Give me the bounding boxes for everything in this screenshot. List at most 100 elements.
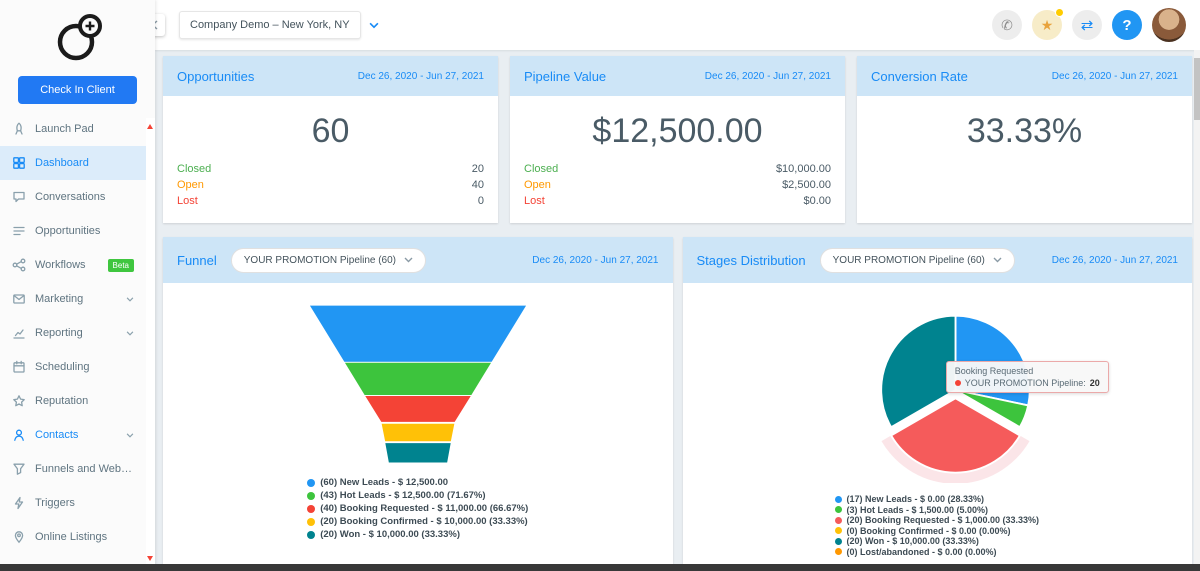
sidebar-item-conversations[interactable]: Conversations bbox=[0, 180, 146, 214]
location-pin-icon bbox=[14, 531, 24, 544]
legend-item[interactable]: (20) Booking Confirmed - $ 10,000.00 (33… bbox=[307, 515, 528, 528]
funnel-card: Funnel YOUR PROMOTION Pipeline (60) Dec … bbox=[163, 237, 673, 571]
pie-slice-won bbox=[880, 314, 957, 429]
card-title: Funnel bbox=[177, 252, 217, 268]
bottom-bar bbox=[0, 564, 1200, 571]
stat-value: $0.00 bbox=[803, 195, 831, 207]
stat-value: 20 bbox=[471, 163, 484, 175]
sidebar-item-label: Workflows bbox=[35, 259, 86, 271]
stat-label: Closed bbox=[524, 163, 559, 175]
phone-button[interactable]: ✆ bbox=[992, 10, 1022, 40]
lightning-icon bbox=[14, 496, 24, 510]
sidebar-item-launch-pad[interactable]: Launch Pad bbox=[0, 112, 146, 146]
legend-label: (20) Booking Requested - $ 1,000.00 (33.… bbox=[846, 515, 1040, 525]
stages-pipeline-selector[interactable]: YOUR PROMOTION Pipeline (60) bbox=[819, 247, 1015, 273]
stats-row: Opportunities Dec 26, 2020 - Jun 27, 202… bbox=[163, 56, 1192, 223]
legend-item[interactable]: (17) New Leads - $ 0.00 (28.33%) bbox=[835, 494, 1039, 505]
legend-label: (60) New Leads - $ 12,500.00 bbox=[320, 477, 449, 488]
sidebar-item-dashboard[interactable]: Dashboard bbox=[0, 146, 146, 180]
chevron-down-icon bbox=[126, 432, 134, 438]
card-header: Conversion Rate Dec 26, 2020 - Jun 27, 2… bbox=[857, 56, 1192, 96]
legend-item[interactable]: (0) Booking Confirmed - $ 0.00 (0.00%) bbox=[835, 526, 1039, 537]
chevron-down-icon bbox=[126, 296, 134, 302]
legend-item[interactable]: (43) Hot Leads - $ 12,500.00 (71.67%) bbox=[307, 489, 528, 502]
dashboard-content: Opportunities Dec 26, 2020 - Jun 27, 202… bbox=[155, 50, 1200, 571]
legend-item[interactable]: (20) Booking Requested - $ 1,000.00 (33.… bbox=[835, 515, 1039, 526]
list-icon bbox=[13, 226, 25, 236]
stat-label: Open bbox=[177, 179, 204, 191]
sidebar-item-contacts[interactable]: Contacts bbox=[0, 418, 146, 452]
funnel-chart[interactable] bbox=[298, 305, 538, 464]
scroll-up-arrow[interactable] bbox=[147, 124, 153, 129]
card-title: Opportunities bbox=[177, 68, 255, 84]
chevron-down-icon bbox=[126, 330, 134, 336]
star-icon bbox=[13, 395, 25, 407]
sidebar-item-label: Triggers bbox=[35, 497, 75, 509]
tooltip-series-dot bbox=[954, 380, 961, 386]
scroll-down-arrow[interactable] bbox=[147, 556, 153, 561]
stat-row-lost: Lost 0 bbox=[177, 193, 484, 209]
sidebar-scrollbar[interactable] bbox=[146, 118, 155, 571]
sidebar-item-reporting[interactable]: Reporting bbox=[0, 316, 146, 350]
workflow-nodes-icon bbox=[12, 258, 26, 272]
sidebar-item-label: Scheduling bbox=[35, 361, 90, 373]
legend-dot bbox=[307, 504, 316, 513]
tooltip-series-label: YOUR PROMOTION Pipeline: bbox=[964, 378, 1086, 388]
rocket-icon bbox=[15, 122, 23, 135]
sidebar-item-label: Launch Pad bbox=[35, 123, 94, 135]
sidebar-item-reputation[interactable]: Reputation bbox=[0, 384, 146, 418]
funnel-segment-new-leads bbox=[308, 305, 528, 363]
sidebar-item-marketing[interactable]: Marketing bbox=[0, 282, 146, 316]
check-in-client-button[interactable]: Check In Client bbox=[18, 76, 137, 104]
stages-legend: (17) New Leads - $ 0.00 (28.33%) (3) Hot… bbox=[835, 494, 1039, 557]
user-avatar[interactable] bbox=[1152, 8, 1186, 42]
sidebar-item-opportunities[interactable]: Opportunities bbox=[0, 214, 146, 248]
sidebar: Check In Client Launch Pad Dashboard Con… bbox=[0, 0, 155, 571]
funnel-pipeline-selector[interactable]: YOUR PROMOTION Pipeline (60) bbox=[230, 247, 427, 273]
page-scrollbar-thumb[interactable] bbox=[1194, 58, 1200, 120]
card-title: Stages Distribution bbox=[696, 252, 806, 268]
sidebar-item-workflows[interactable]: Workflows Beta bbox=[0, 248, 146, 282]
location-selector-chevron[interactable] bbox=[369, 22, 379, 29]
rewards-button[interactable]: ★ bbox=[1032, 8, 1064, 40]
chevron-down-icon bbox=[369, 22, 379, 28]
legend-item[interactable]: (60) New Leads - $ 12,500.00 bbox=[307, 476, 528, 489]
sidebar-item-scheduling[interactable]: Scheduling bbox=[0, 350, 146, 384]
legend-item[interactable]: (40) Booking Requested - $ 11,000.00 (66… bbox=[307, 502, 528, 515]
location-selector[interactable]: Company Demo – New York, NY bbox=[179, 11, 361, 39]
legend-label: (40) Booking Requested - $ 11,000.00 (66… bbox=[320, 503, 529, 514]
page-scrollbar[interactable] bbox=[1194, 50, 1200, 564]
card-header: Pipeline Value Dec 26, 2020 - Jun 27, 20… bbox=[510, 56, 845, 96]
legend-item[interactable]: (20) Won - $ 10,000.00 (33.33%) bbox=[307, 528, 528, 541]
conversion-rate-card: Conversion Rate Dec 26, 2020 - Jun 27, 2… bbox=[857, 56, 1192, 223]
tooltip-title: Booking Requested bbox=[954, 366, 1034, 376]
stat-row-open: Open 40 bbox=[177, 177, 484, 193]
notification-dot bbox=[1055, 8, 1064, 17]
sidebar-item-online-listings[interactable]: Online Listings bbox=[0, 520, 146, 554]
legend-item[interactable]: (3) Hot Leads - $ 1,500.00 (5.00%) bbox=[835, 505, 1039, 516]
funnel-legend: (60) New Leads - $ 12,500.00 (43) Hot Le… bbox=[307, 476, 528, 541]
dashboard-icon bbox=[13, 157, 25, 169]
topbar: Company Demo – New York, NY ✆ ★ ⇄ ? bbox=[143, 0, 1200, 50]
conversion-rate-value: 33.33% bbox=[966, 112, 1083, 150]
date-range: Dec 26, 2020 - Jun 27, 2021 bbox=[1051, 70, 1178, 82]
pipeline-selector-value: YOUR PROMOTION Pipeline (60) bbox=[243, 254, 397, 266]
funnel-segment-booking-requested bbox=[363, 395, 473, 423]
account-switch-button[interactable]: ⇄ bbox=[1072, 10, 1102, 40]
stages-chart-body: Booking Requested YOUR PROMOTION Pipelin… bbox=[683, 283, 1193, 571]
legend-label: (0) Booking Confirmed - $ 0.00 (0.00%) bbox=[846, 525, 1011, 536]
opportunities-total: 60 bbox=[311, 112, 350, 150]
sidebar-item-funnels-and-websites[interactable]: Funnels and Websites bbox=[0, 452, 146, 486]
legend-item[interactable]: (0) Lost/abandoned - $ 0.00 (0.00%) bbox=[835, 547, 1039, 558]
stat-row-open: Open $2,500.00 bbox=[524, 177, 831, 193]
card-header: Stages Distribution YOUR PROMOTION Pipel… bbox=[682, 237, 1192, 283]
help-button[interactable]: ? bbox=[1112, 10, 1142, 40]
legend-dot bbox=[307, 517, 316, 526]
legend-item[interactable]: (20) Won - $ 10,000.00 (33.33%) bbox=[835, 536, 1039, 547]
switch-arrows-icon: ⇄ bbox=[1080, 17, 1094, 34]
date-range: Dec 26, 2020 - Jun 27, 2021 bbox=[357, 70, 484, 82]
location-selector-value: Company Demo – New York, NY bbox=[190, 19, 350, 31]
pie-chart[interactable] bbox=[858, 297, 1053, 484]
sidebar-item-triggers[interactable]: Triggers bbox=[0, 486, 146, 520]
